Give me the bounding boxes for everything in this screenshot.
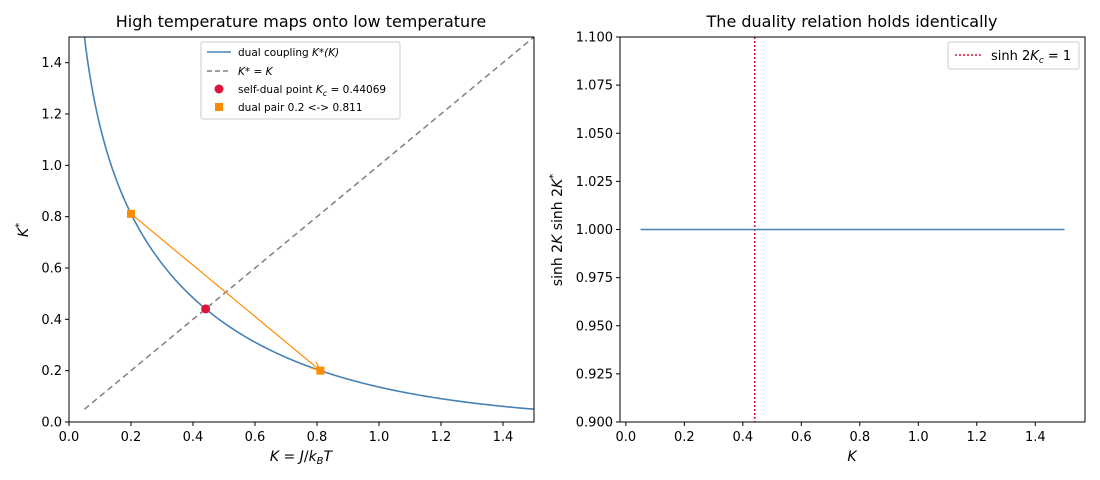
legend-swatch-selfdual bbox=[214, 84, 224, 94]
legend-label-pair: dual pair 0.2 <-> 0.811 bbox=[238, 102, 363, 114]
right-x-tick-label: 0.8 bbox=[849, 430, 870, 445]
right-plot-area bbox=[640, 37, 1065, 422]
left-y-tick-label: 0.2 bbox=[41, 364, 62, 379]
right-x-tick-label: 1.0 bbox=[908, 430, 929, 445]
right-y-tick-label: 1.000 bbox=[576, 223, 613, 238]
dual-pair-arrow bbox=[130, 213, 321, 372]
right-y-tick-label: 0.950 bbox=[576, 319, 613, 334]
left-x-tick-label: 0.8 bbox=[307, 430, 328, 445]
left-y-tick-label: 1.4 bbox=[41, 56, 62, 71]
left-y-tick-label: 0.6 bbox=[41, 262, 62, 277]
right-x-tick-label: 0.4 bbox=[732, 430, 753, 445]
left-chart-title: High temperature maps onto low temperatu… bbox=[116, 12, 487, 31]
legend-label-identity: K* = K bbox=[238, 66, 274, 78]
series-line-dual-coupling bbox=[83, 37, 534, 411]
left-y-tick-label: 1.0 bbox=[41, 159, 62, 174]
left-x-tick-label: 0.0 bbox=[59, 430, 80, 445]
right-x-tick-label: 1.2 bbox=[966, 430, 987, 445]
right-y-tick-label: 0.925 bbox=[576, 367, 613, 382]
right-y-tick-label: 1.025 bbox=[576, 175, 613, 190]
left-x-tick-label: 1.4 bbox=[493, 430, 514, 445]
right-y-ticks: 0.900 0.925 0.950 0.975 1.000 1.025 1.050 1.075… bbox=[576, 31, 620, 431]
left-x-tick-label: 0.6 bbox=[245, 430, 266, 445]
right-y-tick-label: 0.900 bbox=[576, 416, 613, 431]
left-x-axis-label: K = J/kBT bbox=[270, 449, 334, 467]
right-y-tick-label: 1.100 bbox=[576, 31, 613, 46]
left-y-tick-label: 0.4 bbox=[41, 313, 62, 328]
left-axes-frame bbox=[68, 36, 535, 423]
series-line-identity bbox=[84, 37, 534, 410]
left-y-tick-label: 0.8 bbox=[41, 210, 62, 225]
right-legend-box bbox=[947, 41, 1080, 70]
legend-swatch-pair bbox=[215, 103, 223, 111]
right-y-tick-label: 1.075 bbox=[576, 79, 613, 94]
dual-pair-point bbox=[127, 209, 135, 218]
right-chart: The duality relation holds identically 0… bbox=[548, 12, 1086, 465]
legend-label-dual: dual coupling K*(K) bbox=[238, 47, 339, 59]
left-legend: dual coupling K*(K) K* = K self-dual poi… bbox=[200, 41, 401, 120]
right-x-tick-label: 0.6 bbox=[791, 430, 812, 445]
dual-pair-point bbox=[316, 366, 325, 375]
left-x-tick-label: 1.2 bbox=[431, 430, 452, 445]
left-y-ticks: 0.0 0.2 0.4 0.6 0.8 1.0 1.2 1.4 bbox=[41, 56, 69, 431]
left-y-tick-label: 1.2 bbox=[41, 108, 62, 123]
right-y-tick-label: 1.050 bbox=[576, 127, 613, 142]
left-plot-area bbox=[83, 37, 534, 411]
left-x-tick-label: 0.2 bbox=[121, 430, 142, 445]
right-x-tick-label: 0.0 bbox=[616, 430, 637, 445]
right-legend: sinh 2Kc = 1 bbox=[947, 41, 1080, 70]
right-y-tick-label: 0.975 bbox=[576, 271, 613, 286]
self-dual-point bbox=[201, 304, 211, 314]
left-y-axis-label: K* bbox=[14, 223, 32, 237]
right-x-tick-label: 1.4 bbox=[1025, 430, 1046, 445]
left-y-tick-label: 0.0 bbox=[41, 416, 62, 431]
right-x-axis-label: K bbox=[847, 449, 858, 465]
right-chart-title: The duality relation holds identically bbox=[706, 12, 998, 31]
left-x-ticks: 0.0 0.2 0.4 0.6 0.8 1.0 1.2 1.4 bbox=[59, 422, 514, 445]
legend-label-vline: sinh 2Kc = 1 bbox=[991, 49, 1071, 66]
left-x-tick-label: 1.0 bbox=[369, 430, 390, 445]
legend-label-selfdual: self-dual point Kc = 0.44069 bbox=[238, 84, 386, 98]
right-x-ticks: 0.0 0.2 0.4 0.6 0.8 1.0 1.2 1.4 bbox=[616, 422, 1046, 445]
left-legend-box bbox=[200, 41, 401, 120]
right-y-axis-label: sinh 2K sinh 2K* bbox=[548, 174, 566, 286]
right-x-tick-label: 0.2 bbox=[674, 430, 695, 445]
left-x-tick-label: 0.4 bbox=[183, 430, 204, 445]
left-chart: High temperature maps onto low temperatu… bbox=[14, 12, 535, 467]
